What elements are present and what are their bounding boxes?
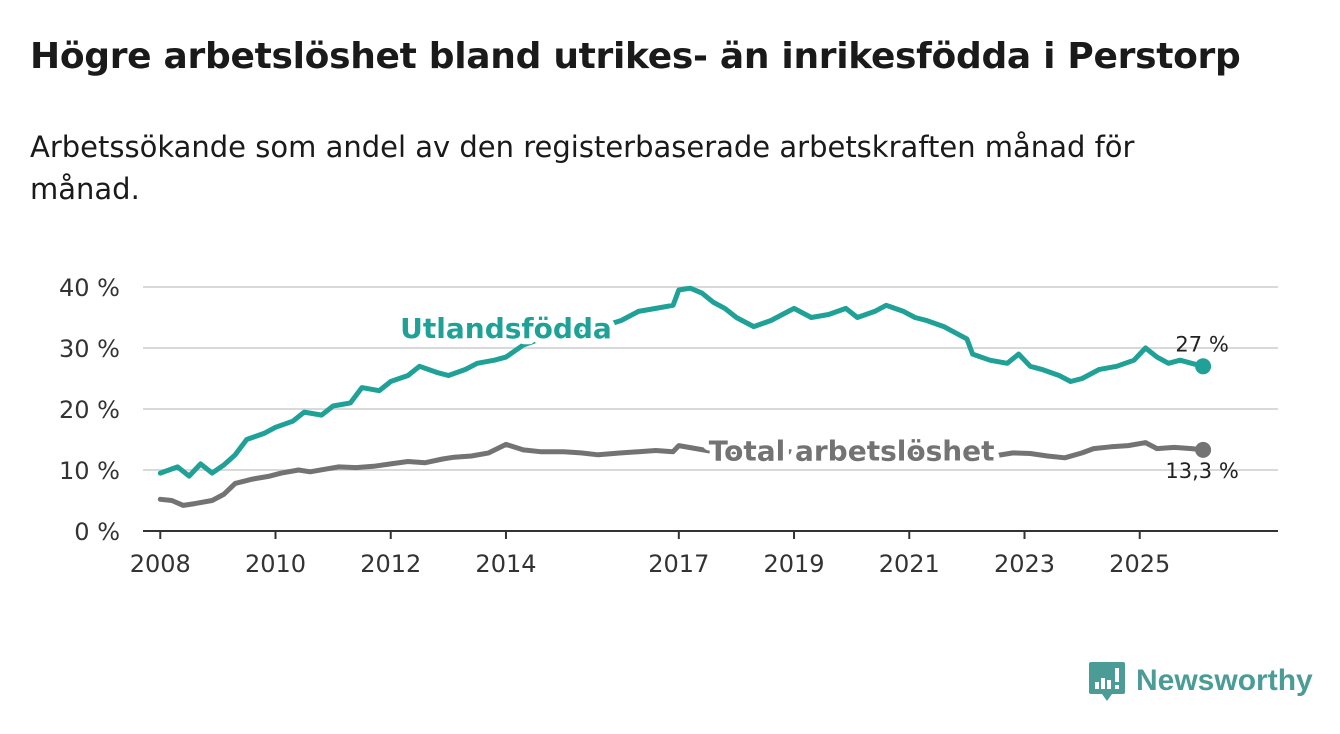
- series-annotation-label: Total arbetslöshet: [709, 435, 995, 468]
- annotations: 27 %13,3 %UtlandsföddaUtlandsföddaTotal …: [394, 306, 1239, 483]
- y-tick-label: 0 %: [74, 518, 120, 546]
- x-tick-label: 2014: [475, 550, 536, 578]
- x-tick-label: 2008: [130, 550, 191, 578]
- x-tick-label: 2025: [1109, 550, 1170, 578]
- x-tick-label: 2019: [764, 550, 825, 578]
- y-tick-label: 40 %: [59, 274, 120, 302]
- chart-title: Högre arbetslöshet bland utrikes- än inr…: [30, 36, 1241, 77]
- series-annotation-halo: Utlandsfödda: [400, 312, 612, 345]
- x-axis: 2008 2010 2012 2014 2017 2019 2021 2023 2025: [130, 530, 1278, 578]
- x-tick-label: 2023: [994, 550, 1055, 578]
- x-tick-label: 2021: [879, 550, 940, 578]
- y-tick-label: 30 %: [59, 335, 120, 363]
- series-line-total: [157, 440, 1206, 508]
- chart-subtitle: Arbetssökande som andel av den registerb…: [30, 130, 1135, 206]
- end-point-marker: [1195, 441, 1212, 458]
- newsworthy-logo: Newsworthy: [1088, 660, 1313, 702]
- series-annotation-label: Utlandsfödda: [400, 312, 612, 345]
- logo-text: Newsworthy: [1136, 664, 1313, 697]
- y-tick-label: 10 %: [59, 457, 120, 485]
- y-tick-label: 20 %: [59, 396, 120, 424]
- series-annotation-halo: Total arbetslöshet: [709, 435, 995, 468]
- series-layer: [157, 285, 1212, 508]
- x-tick-label: 2010: [245, 550, 306, 578]
- end-value-label: 13,3 %: [1165, 459, 1238, 483]
- series-line-utlandsfodda: [157, 285, 1206, 479]
- end-point-marker: [1195, 358, 1212, 375]
- y-axis: 0 % 10 % 20 % 30 % 40 %: [59, 274, 120, 546]
- bar-chart-exclamation-icon: [1089, 662, 1125, 701]
- end-value-label: 27 %: [1175, 332, 1228, 356]
- x-tick-label: 2012: [360, 550, 421, 578]
- x-tick-label: 2017: [648, 550, 709, 578]
